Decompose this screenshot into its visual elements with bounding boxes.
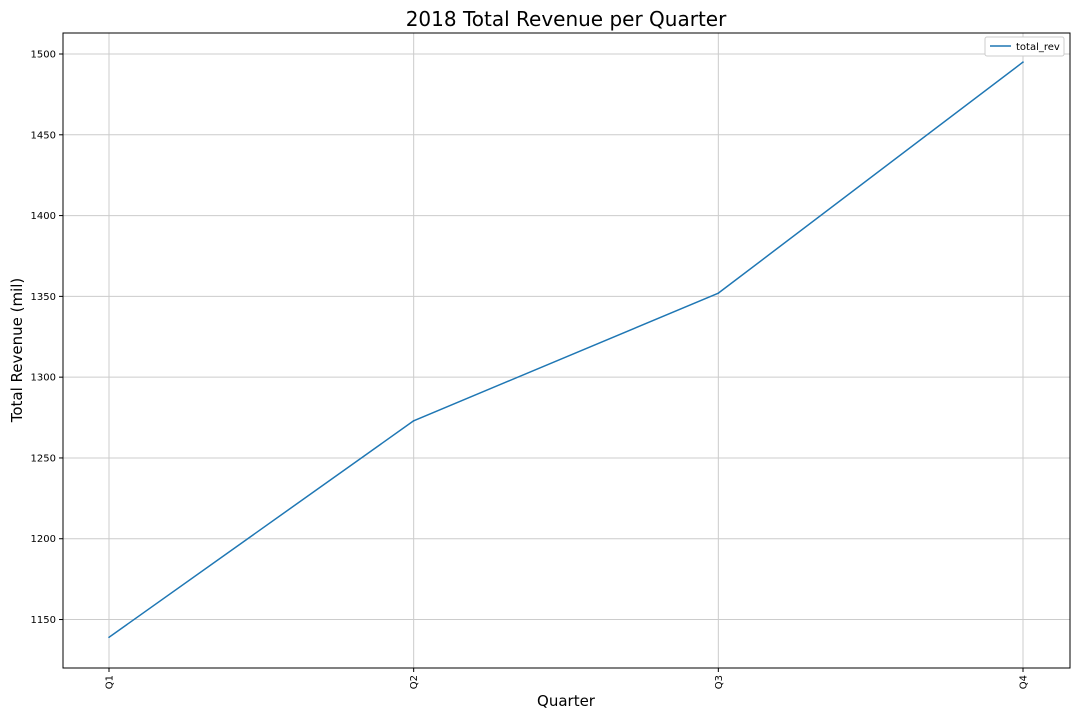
x-tick-label: Q4 — [1019, 675, 1030, 689]
series-line-total_rev — [108, 61, 1024, 638]
legend-label: total_rev — [1016, 42, 1060, 53]
x-tick-label: Q1 — [105, 675, 116, 689]
data-point — [108, 636, 110, 639]
legend: total_rev — [984, 36, 1065, 57]
x-axis-label: Quarter — [537, 692, 596, 710]
grid-lines — [63, 33, 1070, 668]
x-tick-label: Q2 — [409, 675, 420, 689]
y-tick-label: 1200 — [31, 534, 56, 545]
y-tick-label: 1300 — [31, 373, 56, 384]
y-tick-label: 1500 — [31, 50, 56, 61]
x-axis-ticks: Q1 Q2 Q3 Q4 — [105, 668, 1030, 689]
plot-area-frame — [62, 32, 1071, 669]
y-tick-label: 1250 — [31, 453, 56, 464]
series-layer — [108, 61, 1024, 639]
data-point — [717, 292, 720, 294]
x-tick-label: Q3 — [714, 675, 725, 689]
legend-box — [984, 36, 1065, 57]
y-tick-label: 1400 — [31, 211, 56, 222]
y-tick-label: 1450 — [31, 130, 56, 141]
y-axis-ticks: 1150 1200 1250 1300 1350 1400 1450 1500 — [31, 50, 63, 626]
y-tick-label: 1150 — [31, 615, 56, 626]
y-axis-label: Total Revenue (mil) — [8, 278, 26, 424]
data-point — [412, 419, 415, 422]
y-tick-label: 1350 — [31, 292, 56, 303]
data-point — [1022, 61, 1024, 63]
chart-title: 2018 Total Revenue per Quarter — [406, 7, 727, 31]
